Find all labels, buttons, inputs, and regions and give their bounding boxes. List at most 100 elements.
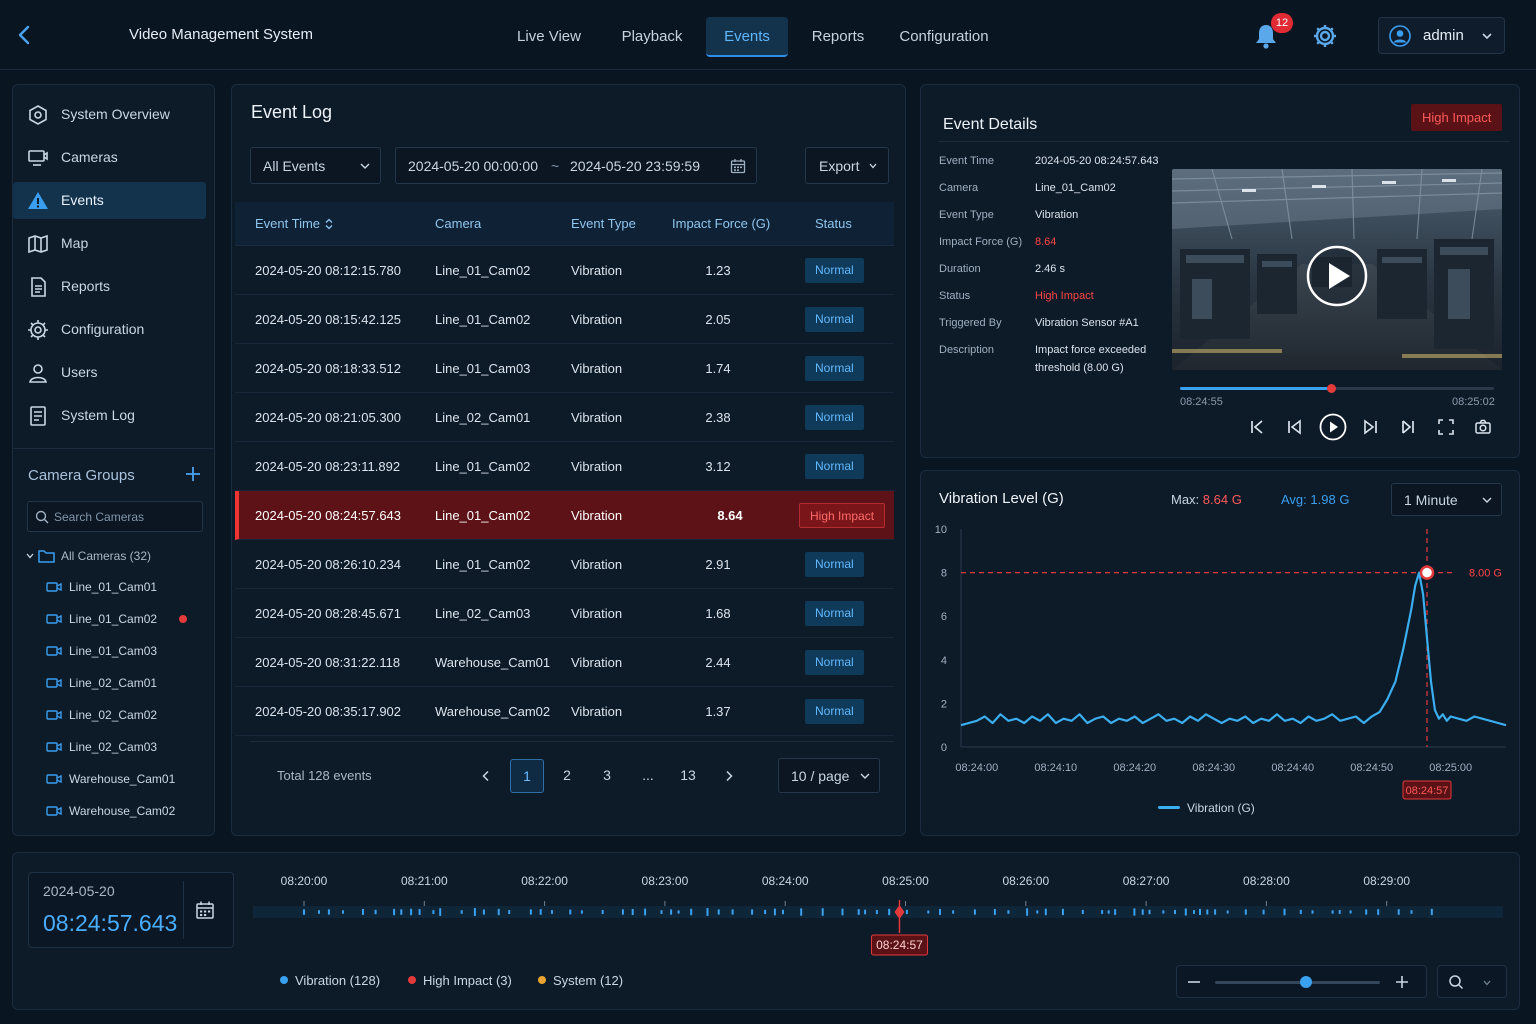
tree-camera-item[interactable]: Warehouse_Cam01 [46,769,201,789]
x-tick-label: 08:24:40 [1271,762,1314,774]
cell-force: 3.12 [705,459,731,474]
page-2-button[interactable]: 2 [563,767,571,783]
notification-badge: 12 [1271,13,1293,33]
table-row[interactable]: 2024-05-20 08:24:57.643 Line_01_Cam02 Vibr… [235,491,894,540]
timeline-event-marker [660,910,663,914]
event-timeline-track[interactable]: 08:20:00 08:21:00 08:22:00 08:23:00 08:24:00… [13,853,1521,968]
timeline-event-marker [580,910,583,914]
tree-camera-label: Warehouse_Cam02 [69,804,176,818]
timeline-tick-label: 08:24:00 [762,874,809,888]
table-row[interactable]: 2024-05-20 08:35:17.902 Warehouse_Cam02 Vi… [235,687,894,736]
tab-configuration[interactable]: Configuration [899,28,989,45]
play-button-icon[interactable] [1319,413,1347,441]
timeline-event-marker [508,910,511,914]
sidebar-item-map[interactable]: Map [13,225,206,262]
timeline-event-marker [393,908,396,916]
tree-camera-item[interactable]: Line_01_Cam03 [46,641,201,661]
add-group-plus-icon[interactable] [183,464,203,484]
tab-events[interactable]: Events [706,17,788,57]
next-frame-icon[interactable] [1362,418,1380,436]
back-arrow-icon[interactable] [14,24,36,46]
time-range-dropdown[interactable]: 1 Minute [1391,483,1502,516]
event-filter-dropdown[interactable]: All Events [250,147,381,184]
vibration-line-chart: 0 2 4 6 8 10 08:24:00 08:24:10 08:24:20 08:24:30 0… [935,524,1507,800]
tree-camera-item[interactable]: Line_01_Cam02 [46,609,201,629]
video-progress-handle[interactable] [1326,384,1336,393]
sidebar-item-system-overview[interactable]: System Overview [13,96,206,133]
settings-gear-icon[interactable] [1311,22,1339,50]
sidebar-item-users[interactable]: Users [13,354,206,391]
timeline-event-marker [362,909,364,915]
table-row[interactable]: 2024-05-20 08:15:42.125 Line_01_Cam02 Vibr… [235,295,894,344]
search-zoom-dropdown[interactable] [1437,965,1507,998]
timeline-event-marker [1244,909,1247,915]
table-row[interactable]: 2024-05-20 08:26:10.234 Line_01_Cam02 Vibr… [235,540,894,589]
tab-live-view[interactable]: Live View [517,28,581,45]
user-menu[interactable]: admin [1378,17,1505,54]
overview-icon [27,104,49,126]
page-3-button[interactable]: 3 [603,767,611,783]
video-progress-track[interactable] [1180,387,1494,390]
event-video-player[interactable] [1172,169,1502,370]
sidebar-item-configuration[interactable]: Configuration [13,311,206,348]
zoom-slider-track[interactable] [1215,981,1380,984]
status-badge: Normal [805,307,864,332]
detail-key: Camera [939,182,979,194]
tree-camera-item[interactable]: Line_01_Cam01 [46,577,201,597]
zoom-out-minus-icon[interactable] [1187,975,1201,989]
table-row[interactable]: 2024-05-20 08:21:05.300 Line_02_Cam01 Vibr… [235,393,894,442]
timeline-cursor-label: 08:24:57 [876,938,923,952]
calendar-icon[interactable] [195,900,215,920]
page-size-dropdown[interactable]: 10 / page [778,758,880,793]
snapshot-camera-icon[interactable] [1474,418,1492,436]
page-1-button[interactable]: 1 [510,759,544,793]
next-page-icon[interactable] [712,759,746,793]
bell-icon[interactable] [1253,22,1279,50]
zoom-slider-handle[interactable] [1299,976,1312,988]
timeline-event-marker [400,909,403,915]
camera-search-input[interactable] [54,502,200,531]
sidebar-item-cameras[interactable]: Cameras [13,139,206,176]
export-button[interactable]: Export [805,147,889,184]
sidebar-item-reports[interactable]: Reports [13,268,206,305]
previous-frame-icon[interactable] [1285,418,1303,436]
tab-playback[interactable]: Playback [621,28,683,45]
timeline-event-marker [927,910,930,914]
table-row[interactable]: 2024-05-20 08:28:45.671 Line_02_Cam03 Vibr… [235,589,894,638]
cell-camera: Line_01_Cam02 [435,508,531,523]
cell-time: 2024-05-20 08:28:45.671 [255,606,402,621]
tree-camera-item[interactable]: Line_02_Cam02 [46,705,201,725]
skip-to-end-icon[interactable] [1399,418,1417,436]
zoom-in-plus-icon[interactable] [1395,975,1409,989]
cursor-time-label: 08:24:57 [1406,785,1449,797]
camera-icon [46,581,62,593]
peak-point[interactable] [1419,565,1435,580]
tree-camera-item[interactable]: Line_02_Cam03 [46,737,201,757]
table-row[interactable]: 2024-05-20 08:12:15.780 Line_01_Cam02 Vibr… [235,246,894,295]
timeline-event-marker [1365,909,1368,915]
chevron-down-icon [868,161,878,171]
table-row[interactable]: 2024-05-20 08:23:11.892 Line_01_Cam02 Vibr… [235,442,894,491]
table-row[interactable]: 2024-05-20 08:18:33.512 Line_01_Cam03 Vibr… [235,344,894,393]
x-tick-label: 08:24:10 [1034,762,1077,774]
clip-end-time: 08:25:02 [1452,396,1495,408]
cell-type: Vibration [571,655,623,670]
timeline-cursor-diamond[interactable] [894,905,905,919]
timeline-event-marker [875,910,878,915]
tree-camera-item[interactable]: Line_02_Cam01 [46,673,201,693]
tab-reports[interactable]: Reports [811,28,865,45]
column-event-time[interactable]: Event Time [255,202,333,246]
y-tick-label: 4 [941,655,947,667]
tree-camera-item[interactable]: Warehouse_Cam02 [46,801,201,821]
page-13-button[interactable]: 13 [680,767,696,783]
sidebar-item-events[interactable]: Events [13,182,206,219]
table-row[interactable]: 2024-05-20 08:31:22.118 Warehouse_Cam01 Vi… [235,638,894,687]
column-status: Status [815,216,852,231]
skip-to-start-icon[interactable] [1248,418,1266,436]
prev-page-icon[interactable] [469,759,503,793]
timeline-tick-label: 08:23:00 [642,874,689,888]
fullscreen-icon[interactable] [1437,418,1455,436]
sidebar-item-system-log[interactable]: System Log [13,397,206,434]
date-range-picker[interactable]: 2024-05-20 00:00:00 ~ 2024-05-20 23:59:5… [395,147,757,184]
timeline-tick-label: 08:28:00 [1243,874,1290,888]
